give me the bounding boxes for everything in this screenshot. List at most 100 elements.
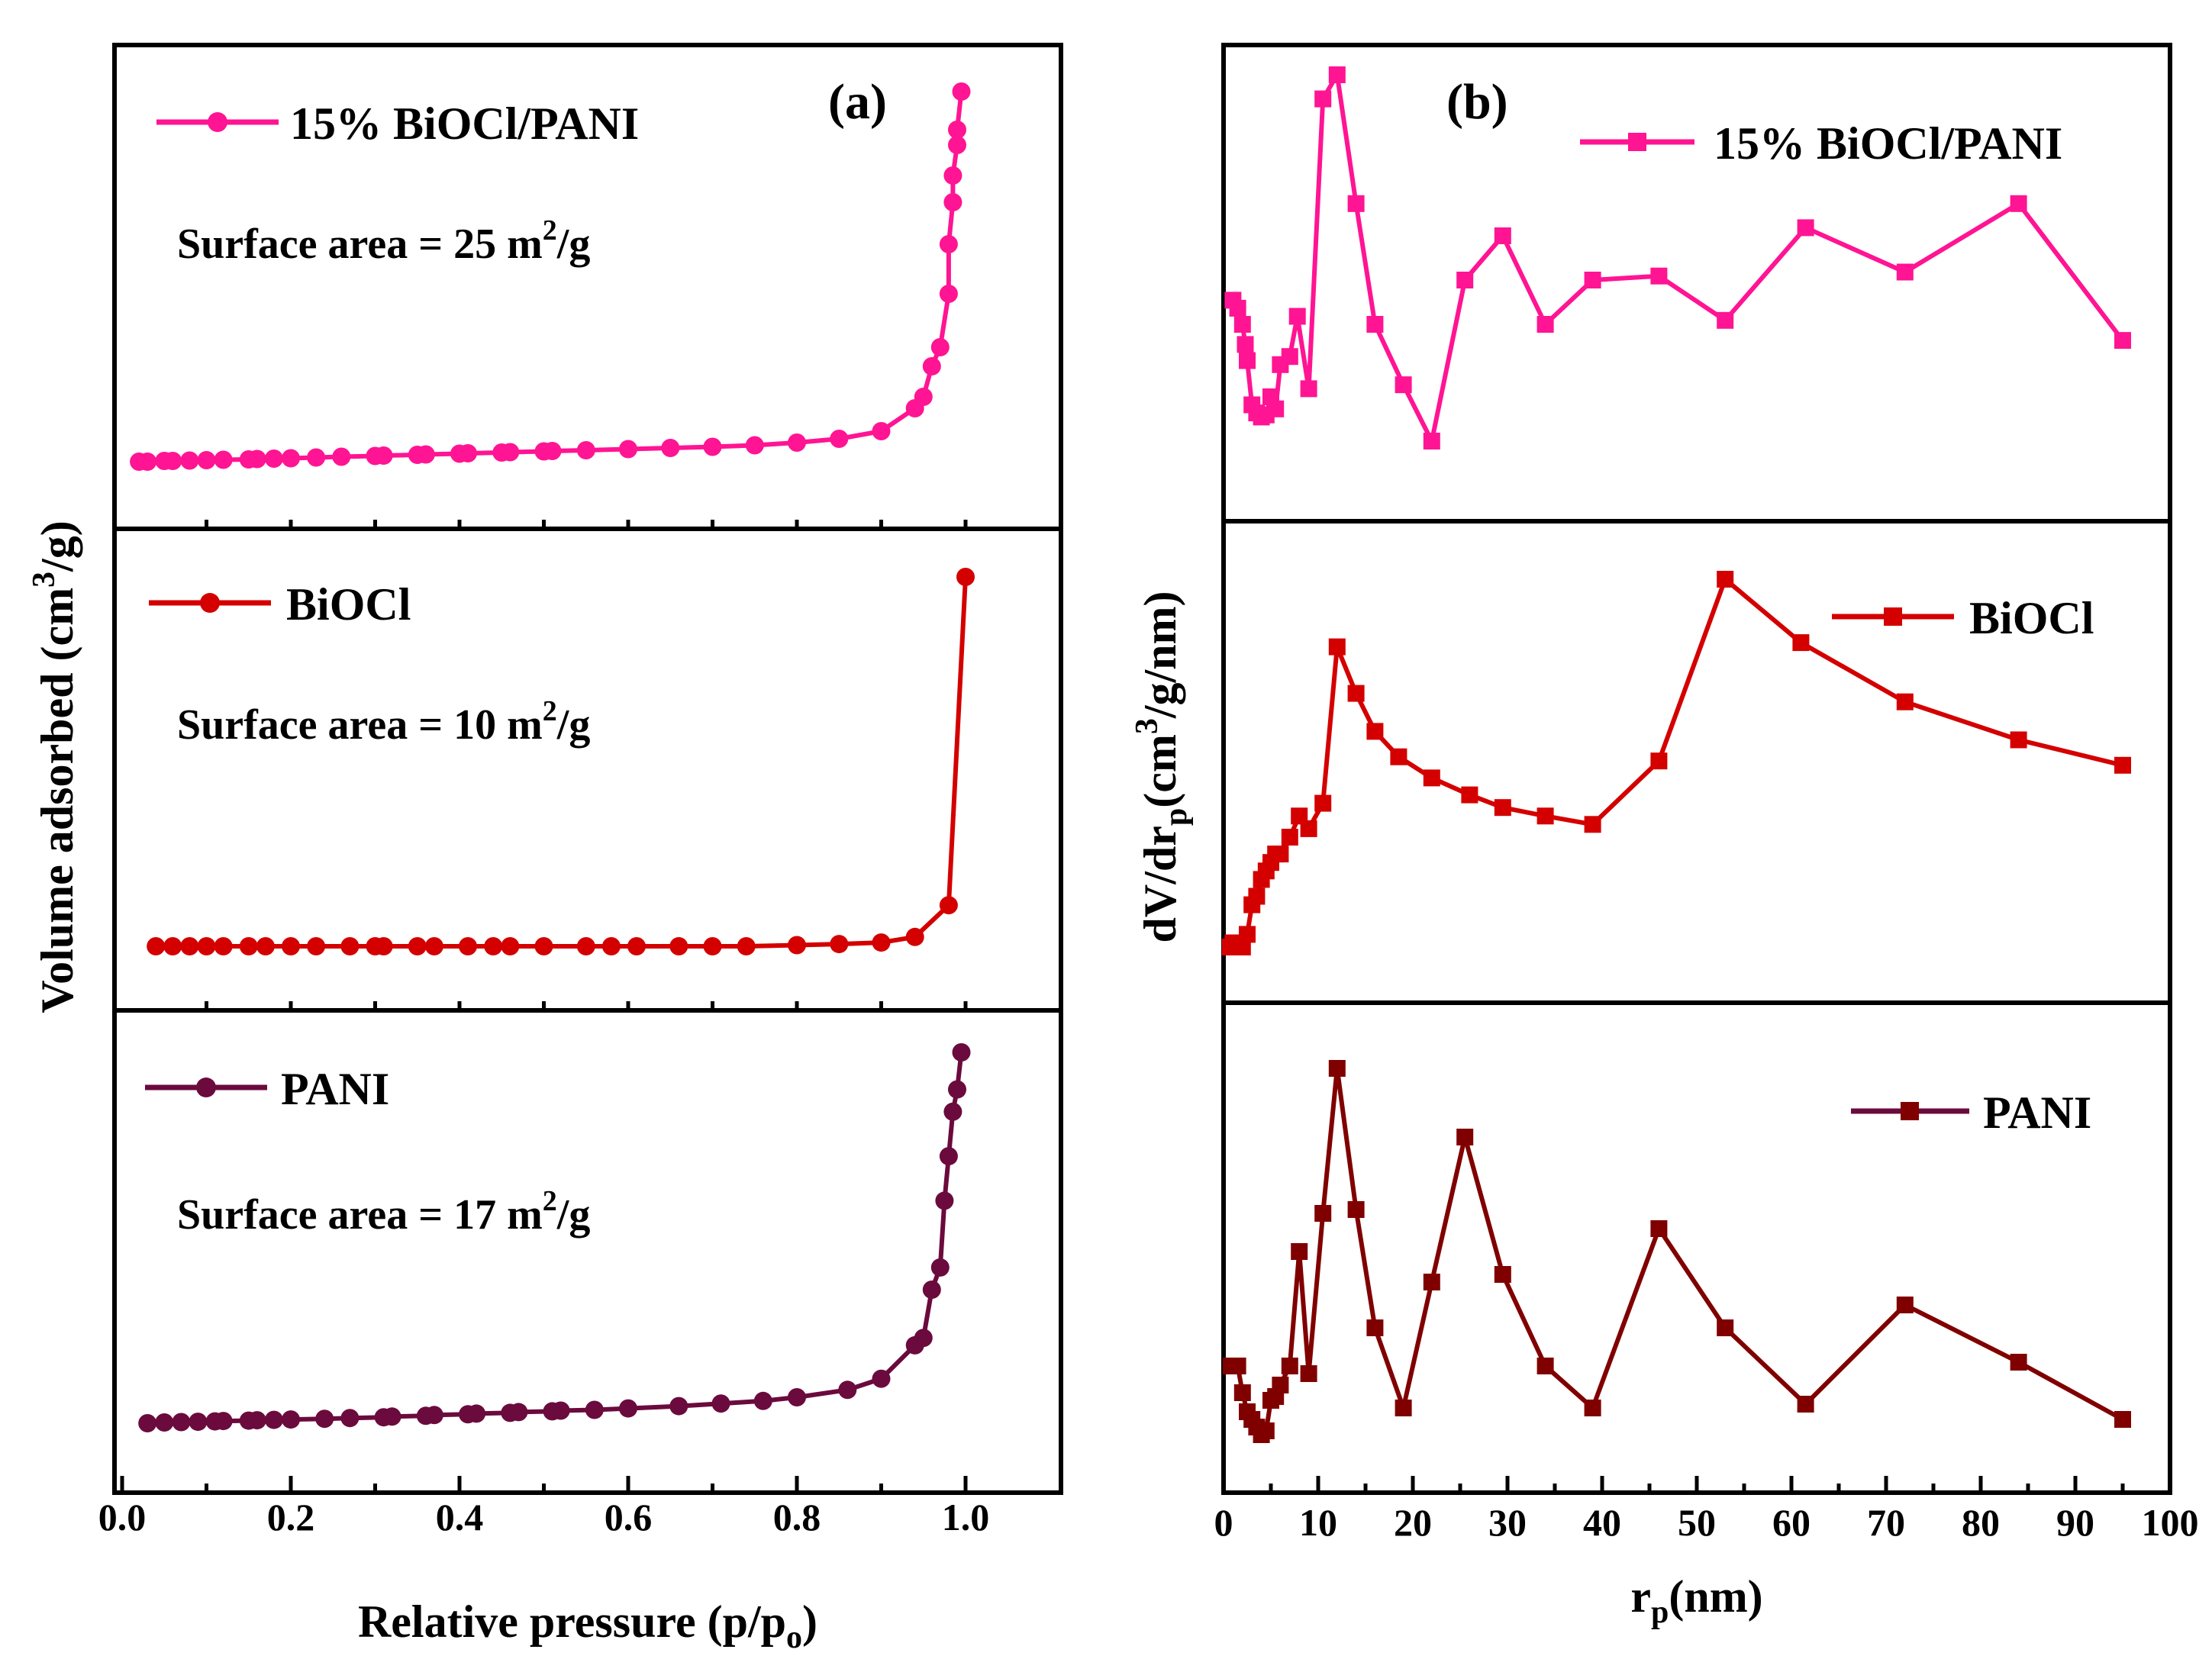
panel-b-point-biocl-6 [1248,888,1266,905]
panel-b-point-biocl-13 [1291,807,1308,825]
panel-b-tick-label-80: 80 [1962,1501,2000,1544]
panel-a-xlabel-sub: o [786,1620,802,1655]
panel-a-series-layer [130,82,975,1432]
legend-b-marker-15-biocl-pani [1628,133,1646,151]
panel-a-point-biocl-26 [872,933,891,952]
panel-a-point-15-biocl-pani-1 [138,453,157,471]
panel-a-point-biocl-15 [484,937,503,955]
panel-a-point-biocl-23 [737,937,756,955]
legend-b-biocl: BiOCl [1832,593,2094,643]
panel-a-point-pani-34 [935,1191,954,1210]
panel-a-point-biocl-12 [408,937,427,955]
panel-a-point-pani-19 [509,1403,528,1422]
panel-a-point-pani-29 [872,1369,891,1388]
panel-a-point-biocl-25 [830,935,849,954]
panel-a-point-15-biocl-pani-38 [943,166,963,185]
panel-b-point-pani-16 [1328,1060,1346,1077]
panel-b-series-pani [1222,1060,2131,1443]
panel-a-point-pani-31 [914,1329,933,1348]
panel-b-point-biocl-20 [1423,769,1440,787]
legend-b-label-pani: PANI [1983,1087,2091,1138]
panel-b-series-layer [1221,66,2131,1443]
panel-a-point-15-biocl-pani-10 [282,449,300,468]
panel-a-xlabel-end: ) [802,1596,817,1647]
panel-b-point-15-biocl-pani-26 [1717,311,1734,329]
panel-a-point-15-biocl-pani-8 [247,449,266,469]
panel-b-tick-label-70: 70 [1867,1501,1905,1544]
panel-b-point-pani-14 [1300,1365,1317,1382]
panel-a-ylabel-sup: 3 [27,572,62,588]
panel-b-point-pani-12 [1281,1358,1298,1374]
legend-a-label-pani: PANI [281,1064,389,1114]
panel-a-point-biocl-16 [501,937,520,955]
panel-a-point-15-biocl-pani-39 [948,136,966,154]
panel-a-point-biocl-21 [669,937,688,955]
panel-b-point-15-biocl-pani-16 [1328,66,1346,83]
panel-b-point-pani-29 [2010,1354,2027,1371]
panel-b-xlabel-sub: p [1651,1595,1669,1630]
panel-b-ylabel-sup: 3 [1130,718,1165,734]
panel-a-point-pani-7 [247,1411,266,1430]
panel-a-point-pani-35 [939,1147,958,1166]
panel-a-point-15-biocl-pani-41 [952,82,971,101]
legend-a-label-biocl: BiOCl [286,579,411,630]
panel-a-line-biocl [156,576,968,949]
legend-b-pani: PANI [1851,1087,2091,1138]
panel-a-point-15-biocl-pani-25 [661,439,680,457]
panel-b-point-biocl-24 [1584,816,1601,833]
panel-b-x-axis-title: rp(nm) [1630,1571,1762,1630]
panel-a-point-pani-33 [930,1258,950,1277]
panel-a-label: (a) [828,74,887,130]
panel-b-series-15-biocl-pani [1224,66,2131,449]
panel-a-point-15-biocl-pani-5 [197,451,216,469]
panel-b-point-15-biocl-pani-20 [1423,433,1440,449]
panel-a-ylabel-main: Volume adsorbed (cm [32,588,82,1013]
panel-a-point-pani-5 [214,1412,233,1431]
legend-a-label-15-biocl-pani: 15% BiOCl/PANI [290,98,639,149]
panel-b-point-biocl-22 [1494,799,1511,817]
panel-a-point-15-biocl-pani-36 [939,235,958,253]
panel-b-point-pani-19 [1395,1400,1412,1416]
legend-a-marker-pani [196,1078,216,1097]
panel-a-point-pani-24 [669,1397,688,1416]
panel-a-point-15-biocl-pani-9 [264,449,283,468]
panel-b-point-15-biocl-pani-17 [1347,195,1365,212]
panel-b-point-biocl-3 [1233,939,1251,955]
surface-area-15-prefix: Surface area = 25 m [177,221,543,268]
panel-a-point-pani-32 [922,1281,941,1299]
panel-a-point-pani-15 [424,1406,443,1425]
panel-b-point-pani-27 [1797,1396,1814,1413]
panel-a-tick-label-0-0: 0.0 [98,1496,147,1538]
panel-a-point-15-biocl-pani-32 [914,388,933,406]
surface-area-15-biocl-pani: Surface area = 25 m2/g [177,214,590,268]
panel-b-tick-label-40: 40 [1583,1501,1621,1544]
panel-b-ylabel-a: dV/dr [1135,826,1185,942]
panel-b-xlabel-main: r [1630,1571,1651,1622]
panel-b-point-15-biocl-pani-15 [1314,90,1332,108]
surface-area-15-suffix: /g [556,221,591,268]
panel-a-point-biocl-11 [374,937,393,955]
panel-b-point-pani-20 [1423,1274,1440,1290]
panel-a-point-15-biocl-pani-40 [948,121,966,139]
panel-a-point-pani-37 [948,1080,966,1099]
panel-a-series-pani [138,1043,971,1432]
legend-a-pani: PANI [145,1064,389,1114]
panel-a-point-pani-10 [315,1409,334,1429]
panel-a-point-15-biocl-pani-34 [930,338,950,356]
panel-b-point-biocl-19 [1390,748,1407,765]
panel-b-x-ticks: 0 10 20 30 40 50 60 70 80 90 100 [1214,1476,2199,1544]
panel-b-point-biocl-16 [1328,638,1346,656]
panel-a-point-pani-2 [172,1413,191,1432]
panel-a-point-biocl-27 [905,927,924,946]
panel-b-point-pani-3 [1233,1384,1251,1401]
panel-b-tick-label-20: 20 [1394,1501,1432,1544]
panel-b-label: (b) [1446,74,1508,130]
panel-a-point-15-biocl-pani-12 [332,447,351,466]
panel-a-point-15-biocl-pani-28 [788,433,806,452]
panel-a-point-pani-25 [711,1394,730,1413]
panel-b-point-pani-8 [1257,1422,1275,1439]
panel-a-point-biocl-0 [147,937,166,955]
panel-b-point-biocl-4 [1239,926,1256,943]
panel-b-series-biocl [1221,571,2131,955]
panel-b-point-15-biocl-pani-4 [1239,352,1256,369]
